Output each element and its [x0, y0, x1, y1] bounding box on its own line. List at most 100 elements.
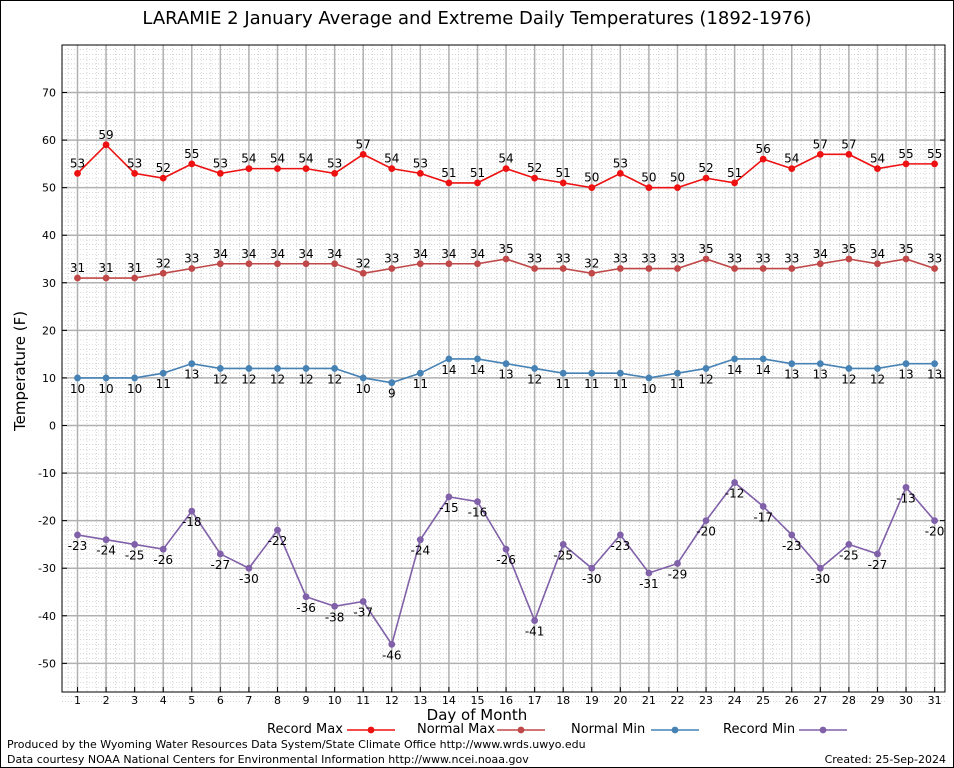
data-label: 52 [698, 161, 713, 175]
data-point [188, 160, 196, 168]
data-label: 54 [241, 152, 256, 166]
data-point [74, 374, 81, 382]
plot-border [61, 44, 946, 693]
data-label: 34 [270, 247, 285, 261]
x-tick-label: 29 [870, 694, 884, 707]
series-normal-min: 10 10 10 11 13 12 12 12 12 12 10 9 11 14 14 13 12 11 11 11 1… [70, 355, 942, 401]
data-label: 12 [327, 372, 342, 386]
data-point [874, 165, 881, 173]
y-tick-label: -30 [38, 562, 56, 575]
data-label: 13 [813, 368, 828, 382]
data-point [102, 274, 110, 282]
x-tick-label: 19 [585, 694, 599, 707]
data-point [245, 260, 253, 268]
data-point [931, 160, 938, 168]
data-point [416, 169, 424, 177]
data-point [502, 360, 510, 368]
data-label: 11 [156, 377, 171, 391]
data-point [616, 531, 624, 539]
data-point [102, 536, 110, 544]
data-label: 14 [756, 363, 771, 377]
x-tick-label: 27 [813, 694, 827, 707]
data-point [188, 507, 196, 515]
data-point [359, 374, 367, 382]
data-point [331, 365, 339, 372]
data-point [816, 260, 824, 268]
data-point [359, 150, 367, 158]
data-point [274, 260, 281, 268]
data-label: 12 [270, 372, 285, 386]
data-label: 50 [584, 171, 599, 185]
data-label: 34 [813, 247, 828, 261]
x-tick-label: 13 [413, 694, 427, 707]
data-label: -25 [839, 548, 859, 562]
footer-produced-by: Produced by the Wyoming Water Resources … [7, 738, 586, 751]
data-point [731, 265, 739, 272]
data-label: -25 [553, 548, 573, 562]
data-label: 34 [327, 247, 342, 261]
data-label: 9 [388, 387, 396, 401]
data-point [388, 165, 396, 173]
data-label: 55 [927, 147, 942, 161]
data-label: 33 [641, 252, 656, 266]
data-point [674, 184, 681, 192]
x-tick-label: 1 [74, 694, 81, 707]
data-point [102, 374, 110, 382]
data-point [216, 365, 224, 372]
data-label: -15 [439, 501, 459, 515]
data-label: 14 [441, 363, 456, 377]
data-label: 33 [784, 252, 799, 266]
data-label: -30 [582, 572, 602, 586]
data-point [74, 169, 81, 177]
data-label: 11 [670, 377, 685, 391]
data-point [902, 360, 910, 368]
data-point [674, 369, 681, 377]
data-label: 51 [441, 166, 456, 180]
data-label: 53 [327, 156, 342, 170]
data-label: 55 [898, 147, 913, 161]
data-point [902, 255, 910, 263]
data-point [416, 260, 424, 268]
data-point [302, 365, 310, 372]
data-label: 10 [127, 382, 142, 396]
legend-label-normal-min: Normal Min [571, 722, 646, 737]
data-point [588, 184, 596, 192]
data-point [759, 265, 767, 272]
data-label: 34 [441, 247, 456, 261]
data-point [531, 365, 539, 372]
legend-swatch-marker [367, 726, 375, 734]
data-label: 13 [927, 368, 942, 382]
data-label: -30 [811, 572, 831, 586]
data-label: -41 [525, 625, 545, 639]
data-label: 53 [213, 156, 228, 170]
data-label: 54 [384, 152, 399, 166]
x-tick-label: 28 [842, 694, 856, 707]
data-label: 57 [813, 137, 828, 151]
data-label: 34 [470, 247, 485, 261]
data-point [788, 265, 796, 272]
data-point [302, 165, 310, 173]
x-axis-label: Day of Month [426, 706, 528, 724]
data-point [131, 274, 139, 282]
data-point [188, 360, 196, 368]
data-label: 35 [841, 242, 856, 256]
data-point [445, 260, 453, 268]
data-point [474, 260, 481, 268]
y-tick-label: -10 [38, 467, 56, 480]
data-point [588, 564, 596, 572]
data-label: 31 [70, 261, 85, 275]
data-label: 53 [70, 156, 85, 170]
data-point [645, 569, 653, 577]
data-label: -26 [496, 553, 516, 567]
data-label: 32 [584, 256, 599, 270]
series-record-min: -23 -24 -25 -26-18-27-30-22-36-38 -37-46-24-… [68, 479, 944, 662]
data-label: 33 [613, 252, 628, 266]
data-point [645, 184, 653, 192]
y-tick-label: -20 [38, 515, 56, 528]
x-tick-label: 31 [928, 694, 942, 707]
x-tick-label: 17 [528, 694, 542, 707]
data-point [845, 365, 853, 372]
data-label: 13 [784, 368, 799, 382]
x-tick-label: 11 [356, 694, 370, 707]
data-point [302, 593, 310, 601]
